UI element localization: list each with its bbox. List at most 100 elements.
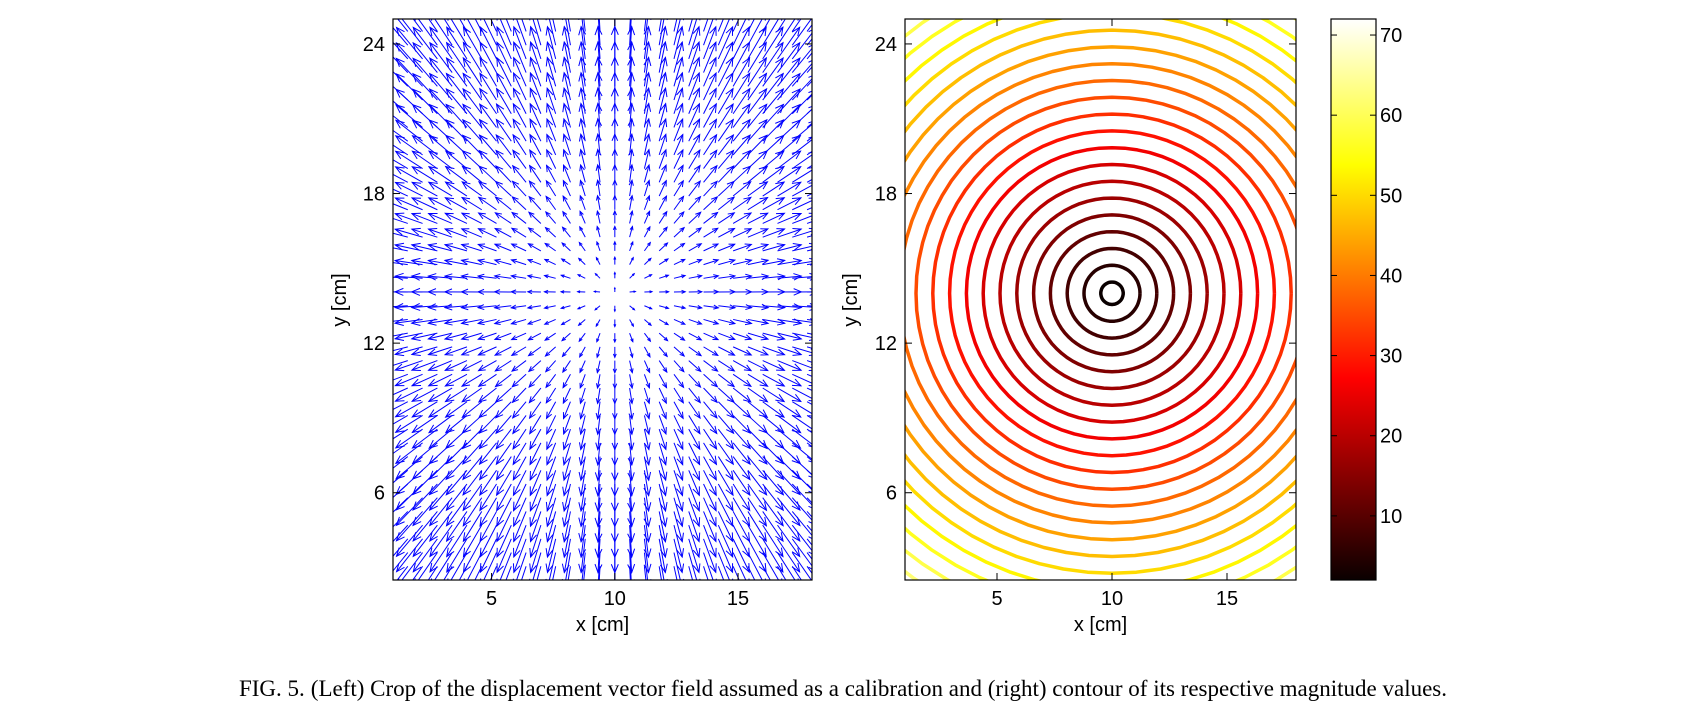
quiver-arrow-shaft: [629, 257, 634, 265]
quiver-arrow-head: [428, 134, 438, 144]
quiver-arrow-shaft: [579, 180, 586, 197]
quiver-arrow: [703, 41, 717, 73]
quiver-arrow: [717, 552, 734, 580]
quiver-arrow-head: [726, 0, 733, 5]
quiver-arrow-head: [362, 440, 371, 447]
quiver-arrow-head: [429, 26, 438, 37]
quiver-arrow-shaft: [478, 150, 497, 169]
quiver-arrow-head: [562, 456, 570, 467]
quiver-arrow-head: [826, 258, 835, 265]
quiver-arrow-shaft: [717, 552, 730, 580]
quiver-arrow-shaft: [688, 566, 694, 580]
contour-line: [1082, 263, 1142, 324]
quiver-arrow-head: [363, 486, 372, 494]
quiver-arrow: [410, 197, 438, 211]
quiver-arrow: [529, 56, 542, 87]
quiver-arrow: [479, 41, 497, 73]
quiver-arrow: [476, 288, 497, 295]
quiver-arrow-shaft: [703, 428, 718, 450]
quiver-arrow-shaft: [428, 244, 453, 252]
quiver-arrow-shaft: [444, 332, 468, 340]
quiver-arrow-shaft: [762, 318, 785, 324]
quiver-arrow-shaft: [428, 19, 438, 32]
quiver-arrow-shaft: [688, 88, 700, 114]
quiver-arrow: [806, 469, 812, 476]
quiver-arrow: [529, 552, 542, 580]
quiver-arrow-shaft: [732, 470, 751, 496]
quiver-arrow: [806, 38, 812, 46]
quiver-arrow-shaft: [495, 165, 512, 183]
quiver-arrow: [806, 538, 812, 546]
quiver-arrow-head: [561, 40, 570, 51]
quiver-arrow: [410, 332, 438, 341]
quiver-arrow-head: [444, 439, 455, 450]
quiver-arrow-head: [808, 521, 812, 524]
quiver-arrow: [594, 71, 603, 101]
quiver-arrow-shaft: [546, 511, 557, 542]
quiver-arrow: [627, 483, 636, 513]
quiver-arrow-head: [825, 517, 833, 525]
quiver-arrow-shaft: [777, 483, 801, 511]
quiver-arrow: [673, 19, 678, 32]
quiver-arrow: [496, 483, 512, 512]
quiver-arrow: [658, 525, 668, 559]
quiver-arrow-shaft: [792, 346, 812, 354]
quiver-arrow-head: [676, 117, 684, 128]
quiver-arrow-shaft: [580, 57, 586, 87]
quiver-arrow-shaft: [643, 242, 651, 252]
quiver-arrow-head: [664, 321, 670, 326]
quiver-arrow-shaft: [747, 244, 769, 252]
quiver-arrow: [747, 401, 769, 419]
quiver-arrow: [462, 103, 483, 128]
quiver-arrow-shaft: [563, 165, 571, 183]
quiver-arrow-shaft: [393, 305, 394, 307]
quiver-arrow: [627, 56, 636, 87]
quiver-arrow-shaft: [762, 88, 784, 115]
quiver-arrow: [410, 346, 438, 356]
quiver-arrow-shaft: [562, 180, 571, 197]
quiver-arrow: [460, 346, 482, 356]
quiver-arrow-head: [562, 486, 570, 497]
contour-line: [1031, 213, 1193, 374]
quiver-arrow: [791, 121, 812, 142]
quiver-arrow: [594, 86, 603, 114]
quiver-arrow: [529, 456, 542, 482]
quiver-arrow-head: [496, 72, 505, 83]
quiver-arrow-head: [776, 0, 783, 5]
quiver-arrow-head: [445, 470, 455, 481]
quiver-arrow-head: [362, 410, 371, 417]
quiver-arrow: [673, 305, 687, 310]
quiver-arrow-head: [428, 439, 438, 449]
quiver-arrow-head: [410, 378, 422, 387]
quiver-arrow-head: [395, 516, 405, 527]
quiver-arrow-shaft: [546, 165, 557, 183]
quiver-arrow: [526, 318, 542, 325]
quiver-arrow-shaft: [580, 538, 586, 573]
quiver-arrow-shaft: [658, 26, 666, 59]
quiver-arrow-head: [792, 227, 803, 236]
quiver-arrow-shaft: [688, 57, 700, 87]
quiver-arrow-head: [725, 149, 735, 159]
quiver-arrow: [444, 197, 468, 211]
quiver-arrow: [688, 538, 701, 574]
quiver-arrow: [429, 511, 453, 543]
quiver-arrow: [393, 26, 409, 46]
quiver-arrow-head: [395, 41, 405, 52]
quiver-arrow-head: [627, 533, 636, 544]
quiver-arrow-shaft: [393, 154, 394, 155]
quiver-arrow: [545, 25, 557, 60]
quiver-arrow: [688, 164, 701, 183]
contour-line: [905, 28, 1296, 559]
quiver-arrow-head: [661, 179, 667, 187]
quiver-arrow-shaft: [717, 57, 734, 87]
quiver-arrow-head: [493, 334, 502, 341]
quiver-arrow: [717, 165, 735, 183]
quiver-arrow: [762, 415, 785, 434]
quiver-arrow-shaft: [732, 212, 752, 224]
quiver-arrow-shaft: [762, 26, 784, 60]
quiver-arrow: [777, 243, 803, 252]
quiver-arrow-shaft: [643, 429, 650, 450]
quiver-arrow-head: [363, 563, 371, 571]
quiver-arrow: [732, 196, 752, 211]
